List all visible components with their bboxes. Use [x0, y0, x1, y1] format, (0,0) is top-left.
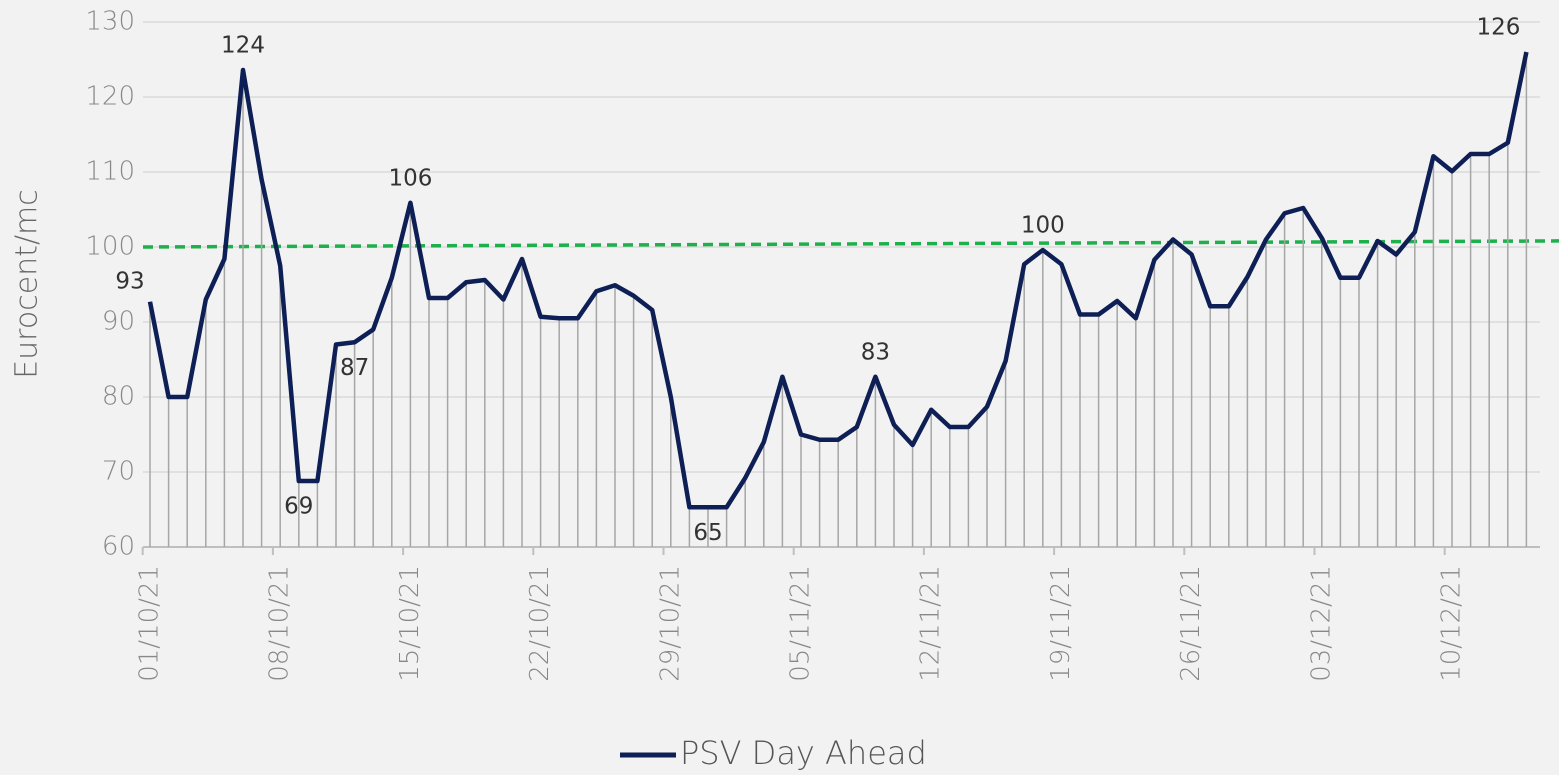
data-label: 65 — [693, 520, 722, 546]
y-tick-label: 70 — [102, 457, 135, 487]
x-tick-label: 01/10/21 — [135, 565, 165, 682]
y-tick-label: 80 — [102, 382, 135, 412]
y-tick-label: 130 — [85, 7, 135, 37]
data-label: 93 — [115, 268, 144, 294]
x-tick-label: 08/10/21 — [265, 565, 295, 682]
x-tick-label: 10/12/21 — [1437, 565, 1467, 682]
x-tick-label: 03/12/21 — [1306, 565, 1336, 682]
legend-label: PSV Day Ahead — [680, 734, 927, 772]
x-tick-label: 29/10/21 — [655, 565, 685, 682]
x-tick-label: 19/11/21 — [1046, 565, 1076, 682]
y-tick-label: 60 — [102, 532, 135, 562]
data-label: 126 — [1476, 15, 1520, 41]
trend-line — [142, 239, 1559, 249]
x-tick-label: 26/11/21 — [1176, 565, 1206, 682]
y-axis-label: Eurocent/mc — [10, 189, 45, 379]
data-label: 69 — [284, 494, 313, 520]
x-tick-label: 15/10/21 — [395, 565, 425, 682]
y-tick-label: 100 — [85, 232, 135, 262]
x-tick-label: 12/11/21 — [916, 565, 946, 682]
data-label: 106 — [388, 165, 432, 191]
data-label: 83 — [861, 339, 890, 365]
x-tick-label: 22/10/21 — [525, 565, 555, 682]
y-tick-label: 120 — [85, 82, 135, 112]
data-label: 87 — [340, 355, 369, 381]
data-label: 124 — [221, 33, 265, 59]
x-tick-label: 05/11/21 — [786, 565, 816, 682]
data-label: 100 — [1021, 213, 1065, 239]
y-tick-label: 90 — [102, 307, 135, 337]
y-tick-label: 110 — [85, 157, 135, 187]
series-line — [147, 51, 1529, 510]
